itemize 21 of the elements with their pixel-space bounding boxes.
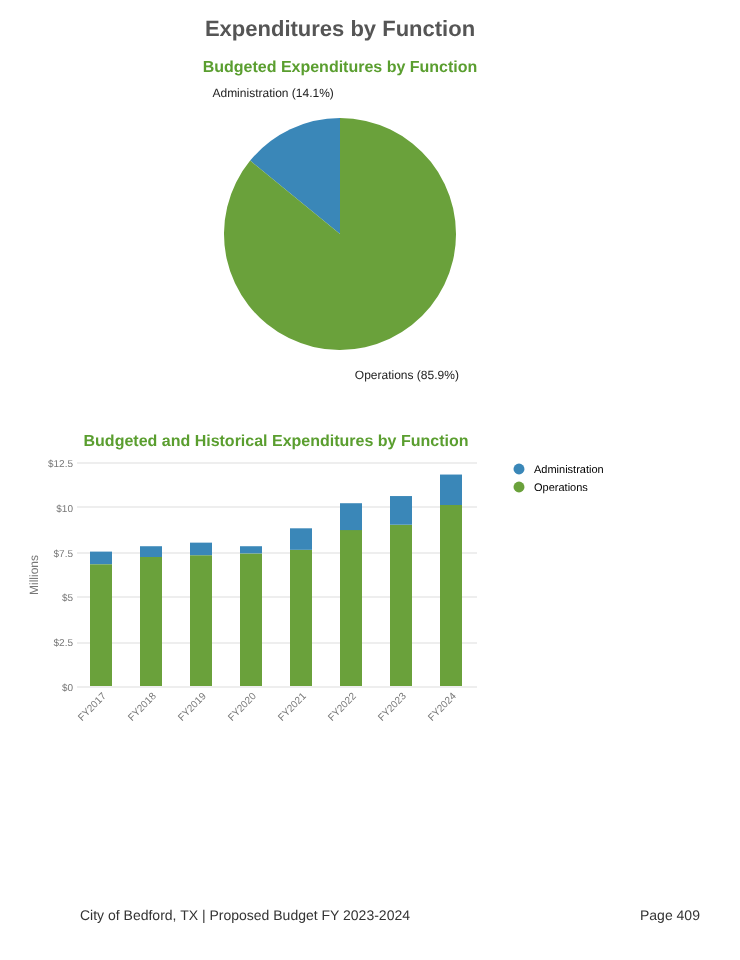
chart-title: Expenditures by Function xyxy=(204,18,476,42)
bar xyxy=(440,474,462,506)
bar xyxy=(390,496,412,525)
bar xyxy=(290,528,312,550)
bar xyxy=(240,546,262,554)
bar xyxy=(140,546,162,557)
pie-slice xyxy=(224,118,456,350)
bar xyxy=(90,564,112,686)
chart-title: Budgeted and Historical Expenditures by Function xyxy=(83,432,469,450)
chart-subtitle: Budgeted Expenditures by Function xyxy=(202,58,478,76)
bar xyxy=(90,551,112,565)
bar xyxy=(190,555,212,686)
bar xyxy=(340,503,362,531)
bar xyxy=(240,553,262,686)
bar xyxy=(290,549,312,686)
bar xyxy=(390,524,412,686)
bar xyxy=(440,505,462,686)
bar xyxy=(340,530,362,686)
bar xyxy=(140,556,162,686)
pie-slice xyxy=(250,118,340,234)
bar xyxy=(190,542,212,556)
